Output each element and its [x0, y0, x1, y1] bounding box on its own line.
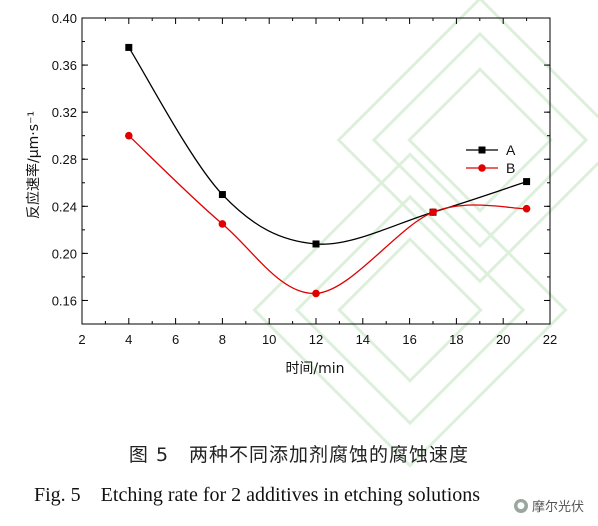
series-a-point [125, 43, 133, 51]
series-layer [125, 43, 531, 298]
legend-a-marker [478, 146, 486, 154]
y-tick-label: 0.40 [52, 11, 77, 26]
x-tick-label: 6 [172, 332, 179, 347]
y-tick-label: 0.24 [52, 199, 77, 214]
series-b-point [522, 204, 531, 213]
x-tick-label: 20 [496, 332, 510, 347]
x-tick-label: 16 [402, 332, 416, 347]
x-axis-title: 时间/min [285, 361, 344, 377]
watermark-text: 摩尔光伏 [531, 500, 584, 515]
background-watermark-pattern [252, 0, 598, 468]
series-a-point [218, 191, 226, 199]
x-tick-label: 2 [78, 332, 85, 347]
x-tick-label: 14 [356, 332, 370, 347]
y-tick-label: 0.28 [52, 152, 77, 167]
series-a-point [312, 240, 320, 248]
series-a-line [128, 47, 527, 245]
legend-b-label: B [506, 160, 515, 176]
series-b-point [429, 208, 437, 216]
x-tick-label: 10 [262, 332, 276, 347]
x-tick-label: 22 [543, 332, 557, 347]
wechat-icon: ● [513, 498, 528, 513]
x-tick-label: 4 [125, 332, 132, 347]
x-tick-label: 12 [309, 332, 323, 347]
series-b-point [125, 131, 133, 140]
figure-caption-english: Fig. 5 Etching rate for 2 additives in e… [34, 484, 481, 506]
legend-a-label: A [506, 142, 516, 158]
y-tick-label: 0.20 [52, 246, 77, 261]
x-tick-label: 8 [219, 332, 226, 347]
y-tick-label: 0.36 [52, 58, 77, 73]
legend-b-marker [478, 164, 486, 172]
y-axis-title: 反应速率/μm·s⁻¹ [25, 111, 42, 219]
series-b-point [312, 289, 320, 298]
legend: AB [466, 142, 516, 176]
y-axis-ticks: 0.16 0.20 0.24 0.28 0.32 0.36 0.40 [52, 11, 550, 325]
x-tick-label: 18 [449, 332, 463, 347]
y-tick-label: 0.16 [52, 293, 77, 308]
series-a-point [523, 178, 531, 186]
watermark: ● 摩尔光伏 [509, 495, 588, 516]
series-b-point [218, 220, 227, 228]
figure-caption-chinese: 图 5 两种不同添加剂腐蚀的腐蚀速度 [128, 444, 470, 466]
x-axis-ticks: 2 4 6 8 10 12 14 16 18 20 22 [78, 18, 557, 347]
y-tick-label: 0.32 [52, 105, 77, 120]
